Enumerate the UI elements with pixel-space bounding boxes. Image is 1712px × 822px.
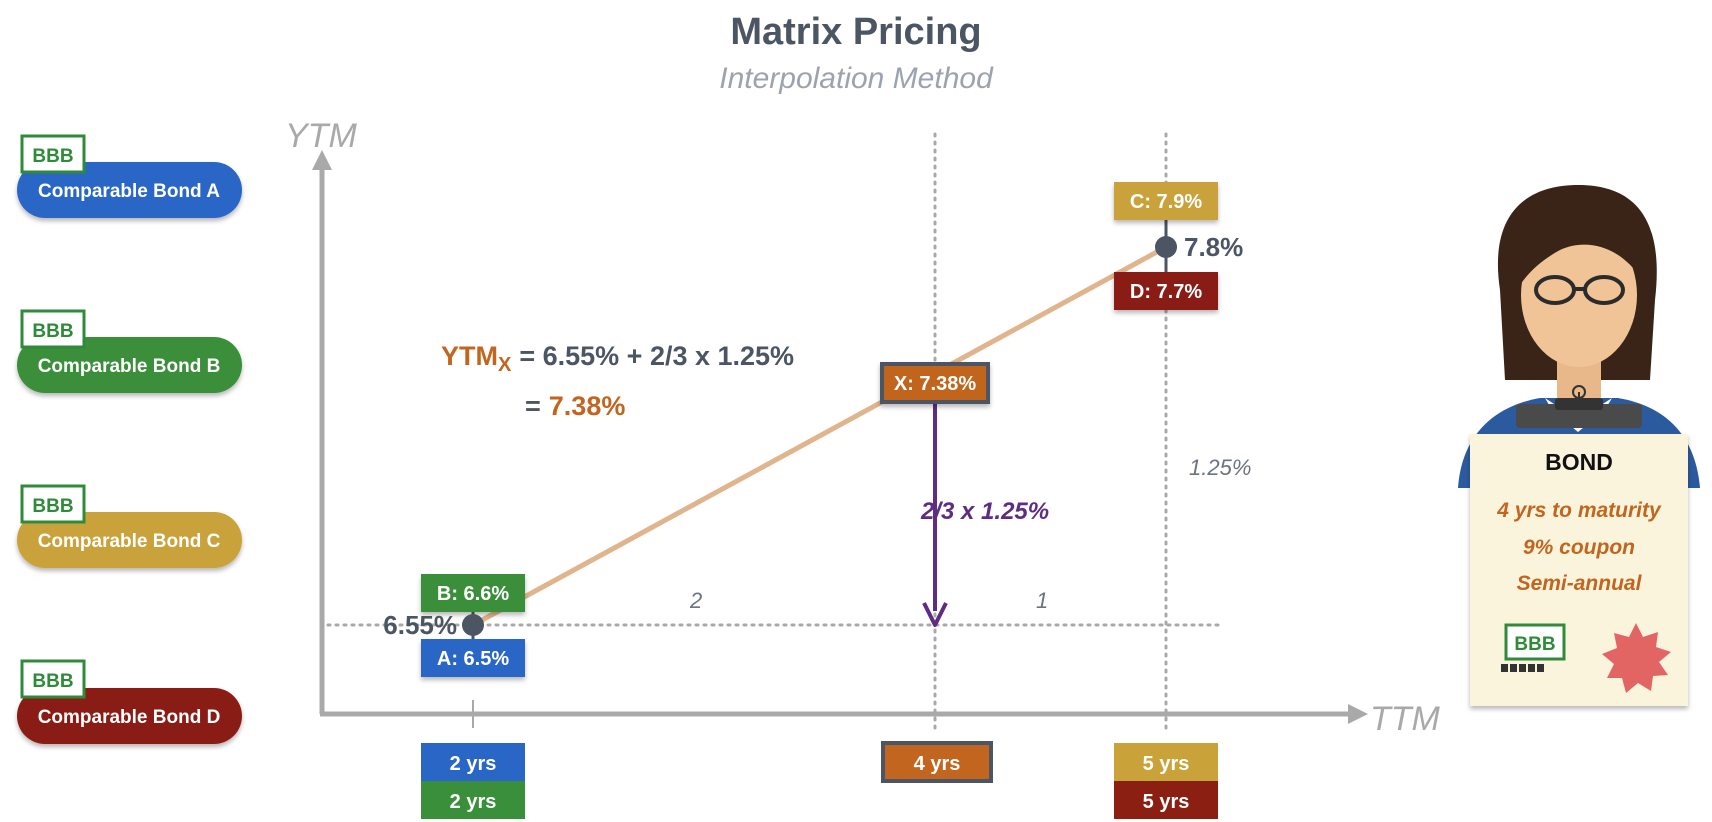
- average-high-label: 7.8%: [1184, 232, 1243, 262]
- formula-line-2-eq: =: [525, 391, 541, 421]
- face: [1521, 223, 1637, 367]
- barcode-icon: [1501, 664, 1544, 672]
- bond-legend-a: Comparable Bond A BBB: [17, 134, 242, 218]
- clipboard-clip-base: [1516, 404, 1642, 428]
- point-a-tag-box: [421, 639, 525, 677]
- point-x-tag-label: X: 7.38%: [894, 373, 976, 395]
- bond-legend-c: Comparable Bond C BBB: [17, 484, 242, 568]
- bond-b-rating-badge: [20, 309, 86, 349]
- bond-a-pill: [17, 162, 242, 218]
- bond-c-rating: BBB: [32, 496, 73, 517]
- clipboard-clip-top: [1555, 398, 1603, 410]
- bond-legend-d: Comparable Bond D BBB: [17, 659, 242, 744]
- glasses-icon: [1534, 275, 1625, 305]
- interpolation-formula: YTMX = 6.55% + 2/3 x 1.25% = 7.38%: [441, 341, 794, 421]
- point-a-tag: A: 6.5%: [421, 639, 525, 677]
- point-x-tag-box: [880, 362, 990, 404]
- point-b-tag: B: 6.6%: [421, 574, 525, 612]
- point-c-tag-box: [1114, 182, 1218, 220]
- x-tick-b-box: [421, 781, 525, 819]
- x-tick-c-label: 5 yrs: [1143, 753, 1190, 775]
- y-axis-label: YTM: [285, 117, 357, 155]
- page-subtitle: Interpolation Method: [719, 62, 994, 95]
- x-tick-a: 2 yrs: [421, 743, 525, 781]
- bond-legend-b: Comparable Bond B BBB: [17, 309, 242, 393]
- point-x-tag: X: 7.38%: [880, 362, 990, 404]
- span-right-label: 1: [1036, 588, 1048, 613]
- x-tick-x-label: 4 yrs: [914, 753, 961, 775]
- seal-icon: [1602, 623, 1671, 693]
- point-c-tag-label: C: 7.9%: [1130, 191, 1202, 213]
- bond-c-rating-badge: [20, 484, 86, 524]
- formula-line-1-rest: = 6.55% + 2/3 x 1.25%: [519, 341, 794, 371]
- point-d-tag-box: [1114, 272, 1218, 310]
- bond-c-pill: [17, 512, 242, 568]
- x-tick-a-box: [421, 743, 525, 781]
- bond-card-rating-badge: [1504, 623, 1566, 661]
- bond-card-heading: BOND: [1545, 449, 1613, 475]
- bond-card-rating: BBB: [1514, 634, 1555, 655]
- x-tick-d-box: [1114, 781, 1218, 819]
- bond-card-line-maturity: 4 yrs to maturity: [1496, 499, 1662, 522]
- bond-b-pill: [17, 337, 242, 393]
- x-tick-c-box: [1114, 743, 1218, 781]
- x-tick-b: 2 yrs: [421, 781, 525, 819]
- point-c-tag: C: 7.9%: [1114, 182, 1218, 220]
- analyst-figure: BOND 4 yrs to maturity 9% coupon Semi-an…: [1458, 185, 1700, 706]
- arrow-label: 2/3 x 1.25%: [920, 498, 1049, 525]
- bond-c-label: Comparable Bond C: [38, 531, 221, 552]
- bond-b-rating: BBB: [32, 321, 73, 342]
- average-point-low: [462, 614, 484, 636]
- x-tick-d-label: 5 yrs: [1143, 791, 1190, 813]
- average-low-label: 6.55%: [383, 610, 457, 640]
- point-d-tag-label: D: 7.7%: [1130, 281, 1202, 303]
- formula-ytm-subscript: X: [498, 354, 512, 376]
- point-d-tag: D: 7.7%: [1114, 272, 1218, 310]
- formula-line-2: = 7.38%: [525, 391, 625, 421]
- bond-b-label: Comparable Bond B: [38, 356, 221, 377]
- bond-d-rating-badge: [20, 659, 86, 699]
- bond-card-line-coupon: 9% coupon: [1523, 536, 1635, 559]
- x-tick-b-label: 2 yrs: [450, 791, 497, 813]
- bond-d-pill: [17, 688, 242, 744]
- span-left-label: 2: [689, 588, 702, 613]
- ytm-gap-label: 1.25%: [1189, 455, 1251, 480]
- point-b-tag-label: B: 6.6%: [437, 583, 509, 605]
- interpolation-line: [471, 244, 1168, 628]
- formula-result: 7.38%: [549, 391, 626, 421]
- bond-d-label: Comparable Bond D: [38, 707, 221, 728]
- bond-a-rating-badge: [20, 134, 86, 174]
- average-point-high: [1155, 236, 1177, 258]
- bond-card-line-frequency: Semi-annual: [1517, 572, 1643, 595]
- x-tick-a-label: 2 yrs: [450, 753, 497, 775]
- bond-a-label: Comparable Bond A: [38, 181, 220, 202]
- bond-a-rating: BBB: [32, 146, 73, 167]
- hair-bangs: [1519, 201, 1643, 285]
- point-a-tag-label: A: 6.5%: [437, 648, 509, 670]
- formula-line-1: YTMX = 6.55% + 2/3 x 1.25%: [441, 341, 794, 376]
- x-tick-d: 5 yrs: [1114, 781, 1218, 819]
- bond-d-rating: BBB: [32, 671, 73, 692]
- x-tick-c: 5 yrs: [1114, 743, 1218, 781]
- x-tick-x-box: [881, 741, 993, 783]
- interpolation-arrow-head: [922, 602, 948, 627]
- point-b-tag-box: [421, 574, 525, 612]
- page-title: Matrix Pricing: [730, 11, 981, 53]
- bond-legend: Comparable Bond A BBB Comparable Bond B …: [17, 134, 242, 744]
- x-axis-label: TTM: [1370, 700, 1441, 738]
- formula-ytm: YTM: [441, 341, 498, 371]
- x-tick-x: 4 yrs: [881, 741, 993, 783]
